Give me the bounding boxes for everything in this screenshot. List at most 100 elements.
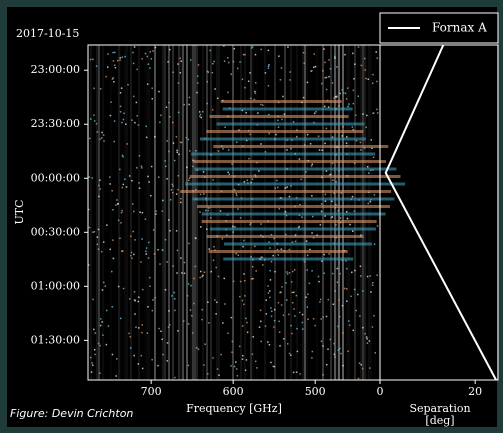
texture: [120, 111, 122, 113]
texture: [168, 326, 170, 328]
texture: [236, 195, 238, 197]
texture: [376, 57, 378, 59]
texture: [116, 199, 118, 201]
texture: [360, 142, 362, 144]
texture: [369, 340, 371, 342]
texture: [113, 81, 115, 83]
texture: [207, 81, 209, 83]
texture: [174, 377, 176, 379]
texture: [291, 281, 293, 283]
texture: [221, 100, 342, 103]
texture: [223, 278, 225, 280]
x-tick-label: 700: [141, 385, 162, 398]
texture: [323, 272, 325, 274]
texture: [326, 89, 328, 91]
texture: [138, 297, 140, 299]
texture: [303, 63, 305, 64]
texture: [306, 269, 308, 271]
texture: [376, 109, 378, 111]
texture: [373, 157, 375, 159]
texture: [102, 289, 104, 291]
texture: [353, 90, 355, 92]
texture: [354, 210, 356, 212]
texture: [192, 332, 194, 334]
texture: [152, 50, 154, 52]
texture: [260, 49, 262, 51]
texture: [166, 261, 168, 263]
texture: [180, 202, 182, 204]
texture: [249, 72, 251, 74]
texture: [242, 355, 244, 357]
texture: [334, 354, 336, 356]
texture: [373, 112, 375, 114]
texture: [90, 45, 92, 380]
texture: [346, 288, 348, 290]
texture: [105, 285, 107, 287]
texture: [118, 286, 120, 288]
texture: [269, 344, 271, 346]
texture: [177, 330, 179, 332]
texture: [337, 268, 339, 270]
texture: [354, 270, 356, 272]
texture: [139, 187, 141, 189]
texture: [138, 301, 140, 303]
texture: [348, 103, 350, 105]
texture: [307, 82, 309, 84]
texture: [111, 271, 113, 273]
texture: [355, 115, 357, 117]
texture: [360, 275, 362, 277]
texture: [103, 282, 105, 284]
texture: [328, 299, 330, 301]
texture: [314, 325, 316, 327]
texture: [118, 220, 120, 222]
texture: [149, 67, 151, 69]
texture: [340, 217, 342, 219]
texture: [180, 257, 182, 259]
texture: [204, 343, 206, 345]
texture: [180, 45, 182, 380]
texture: [200, 114, 202, 116]
texture: [300, 179, 302, 181]
texture: [119, 238, 121, 240]
texture: [208, 210, 210, 212]
texture: [223, 258, 353, 261]
texture: [209, 50, 211, 52]
texture: [136, 102, 138, 104]
texture: [289, 272, 291, 274]
texture: [237, 375, 239, 377]
texture: [130, 347, 132, 349]
texture: [284, 113, 286, 115]
texture: [260, 143, 262, 145]
texture: [338, 299, 340, 301]
texture: [299, 373, 301, 375]
texture: [138, 124, 140, 126]
texture: [209, 250, 348, 253]
texture: [178, 154, 180, 156]
texture: [354, 63, 356, 65]
texture: [141, 355, 143, 357]
texture: [113, 141, 115, 143]
texture: [212, 109, 214, 111]
texture: [120, 92, 122, 94]
texture: [138, 363, 140, 365]
texture: [239, 346, 241, 348]
texture: [218, 276, 220, 278]
texture: [167, 61, 169, 63]
texture: [133, 254, 135, 256]
texture: [138, 327, 140, 329]
texture: [154, 45, 156, 380]
texture: [89, 138, 91, 140]
texture: [218, 150, 220, 152]
texture: [341, 135, 343, 137]
texture: [130, 236, 132, 238]
texture: [114, 120, 116, 122]
texture: [372, 282, 374, 284]
texture: [198, 64, 200, 66]
texture: [278, 302, 280, 304]
texture: [174, 160, 176, 162]
texture: [171, 295, 173, 297]
texture: [334, 356, 336, 358]
x-tick-label: 600: [223, 385, 244, 398]
texture: [120, 106, 122, 108]
texture: [330, 339, 332, 341]
